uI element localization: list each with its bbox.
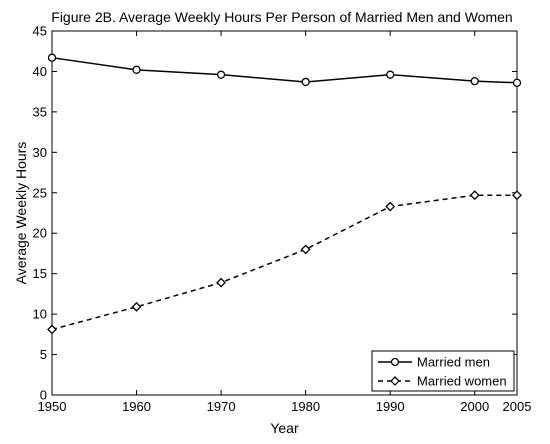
x-tick-label: 2005	[503, 399, 532, 414]
data-point-married-men	[216, 70, 226, 79]
y-axis: 0 5 10 15 20 25 30 35 40 45	[33, 24, 517, 403]
x-tick-label: 1970	[207, 399, 236, 414]
data-point-married-women	[47, 324, 57, 335]
x-tick-label: 1990	[376, 399, 405, 414]
y-tick-label: 10	[33, 307, 47, 322]
plot-area	[51, 30, 518, 396]
data-point-married-men	[470, 77, 479, 86]
data-point-married-men	[301, 77, 310, 87]
x-tick-label: 1980	[291, 399, 320, 414]
x-tick-label: 1960	[122, 399, 151, 414]
chart-title: Figure 2B. Average Weekly Hours Per Pers…	[51, 9, 512, 25]
y-tick-label: 40	[33, 64, 47, 79]
y-tick-label: 20	[33, 226, 47, 241]
x-tick-label: 1950	[38, 399, 67, 414]
data-point-married-men	[386, 70, 395, 79]
data-point-married-women	[512, 190, 522, 201]
y-tick-label: 35	[33, 104, 47, 119]
legend-marker-married-women	[390, 376, 400, 386]
legend-marker-married-men	[390, 357, 400, 367]
data-point-married-men	[132, 65, 141, 74]
y-tick-label: 0	[40, 388, 47, 403]
legend-label-married-women: Married women	[417, 374, 507, 389]
x-axis-label: Year	[270, 420, 299, 436]
legend: Married men Married women	[371, 350, 515, 392]
data-point-married-women	[385, 201, 396, 212]
x-tick-label: 2000	[460, 399, 489, 414]
y-tick-label: 5	[40, 347, 47, 362]
y-tick-label: 25	[33, 185, 47, 200]
data-point-married-women	[131, 301, 142, 312]
data-point-married-men	[512, 78, 522, 87]
legend-label-married-men: Married men	[417, 355, 490, 370]
series-layer	[47, 53, 522, 335]
data-point-married-women	[300, 244, 311, 255]
y-axis-label: Average Weekly Hours	[13, 142, 29, 285]
y-tick-label: 30	[33, 145, 47, 160]
x-axis: 1950 1960 1970 1980 1990 2000 2005	[38, 31, 532, 414]
data-point-married-women	[216, 277, 227, 288]
y-tick-label: 45	[33, 24, 47, 39]
data-point-married-women	[469, 190, 480, 201]
data-point-married-men	[47, 53, 57, 62]
y-tick-label: 15	[33, 266, 47, 281]
